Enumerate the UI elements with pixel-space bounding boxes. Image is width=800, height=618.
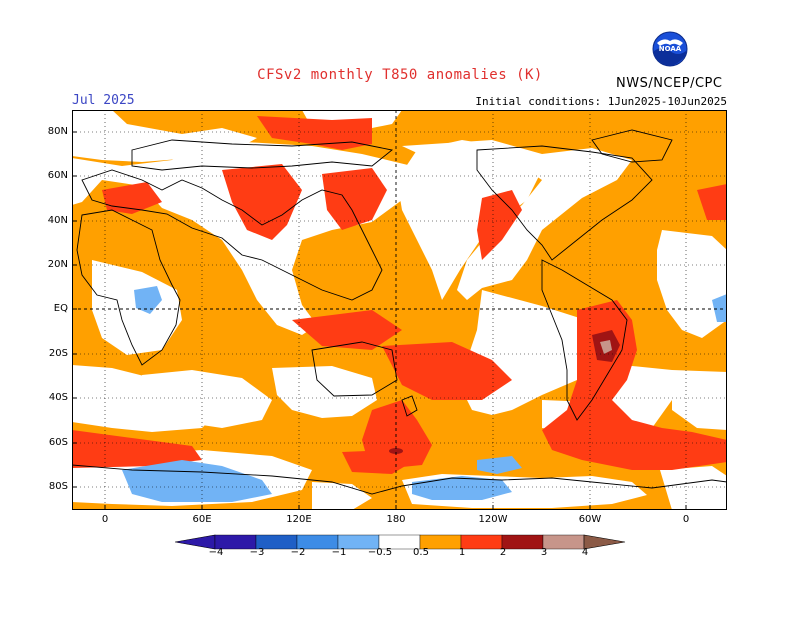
lat-label-40s: 40S: [48, 392, 68, 403]
colorbar-label-3: 3: [540, 547, 548, 558]
lon-label-60e: 60E: [192, 514, 212, 525]
colorbar-label-m2: −2: [290, 547, 306, 558]
gridlines: [72, 110, 727, 510]
map-title: CFSv2 monthly T850 anomalies (K): [257, 67, 543, 83]
lat-label-20s: 20S: [48, 348, 68, 359]
colorbar-label-2: 2: [499, 547, 507, 558]
lon-label-60w: 60W: [578, 514, 602, 525]
colorbar-max-arrow: [583, 534, 626, 550]
colorbar-label-05: 0.5: [413, 547, 429, 558]
anomaly-1-2K-regions: [72, 116, 727, 474]
initial-conditions: Initial conditions: 1Jun2025-10Jun2025: [475, 95, 727, 108]
equator-dateline: [72, 110, 727, 510]
forecast-period: Jul 2025: [72, 93, 135, 108]
colorbar-label-m3: −3: [249, 547, 265, 558]
lat-label-eq: EQ: [53, 303, 68, 314]
lon-label-0-east: 0: [682, 514, 690, 525]
lon-label-120e: 120E: [286, 514, 312, 525]
lat-label-80n: 80N: [47, 126, 68, 137]
noaa-logo: NOAA: [652, 31, 688, 67]
axis-ticks: [72, 131, 687, 510]
lon-label-180: 180: [386, 514, 406, 525]
noaa-logo-text: NOAA: [659, 45, 682, 53]
colorbar-label-m4: −4: [208, 547, 224, 558]
colorbar-label-m05: −0.5: [367, 547, 393, 558]
agency-label: NWS/NCEP/CPC: [616, 76, 723, 91]
anomaly-3-4K-regions: [600, 340, 612, 354]
coastlines: [72, 129, 727, 495]
lon-label-120w: 120W: [478, 514, 508, 525]
colorbar: [175, 534, 626, 550]
anomaly-map: [72, 110, 727, 510]
lat-label-80s: 80S: [48, 481, 68, 492]
colorbar-label-1: 1: [458, 547, 466, 558]
lat-label-20n: 20N: [47, 259, 68, 270]
lat-label-60s: 60S: [48, 437, 68, 448]
lat-label-40n: 40N: [47, 215, 68, 226]
lon-label-0: 0: [101, 514, 109, 525]
colorbar-label-4: 4: [581, 547, 589, 558]
map-frame: [72, 110, 727, 510]
lat-label-60n: 60N: [47, 170, 68, 181]
colorbar-label-m1: −1: [331, 547, 347, 558]
